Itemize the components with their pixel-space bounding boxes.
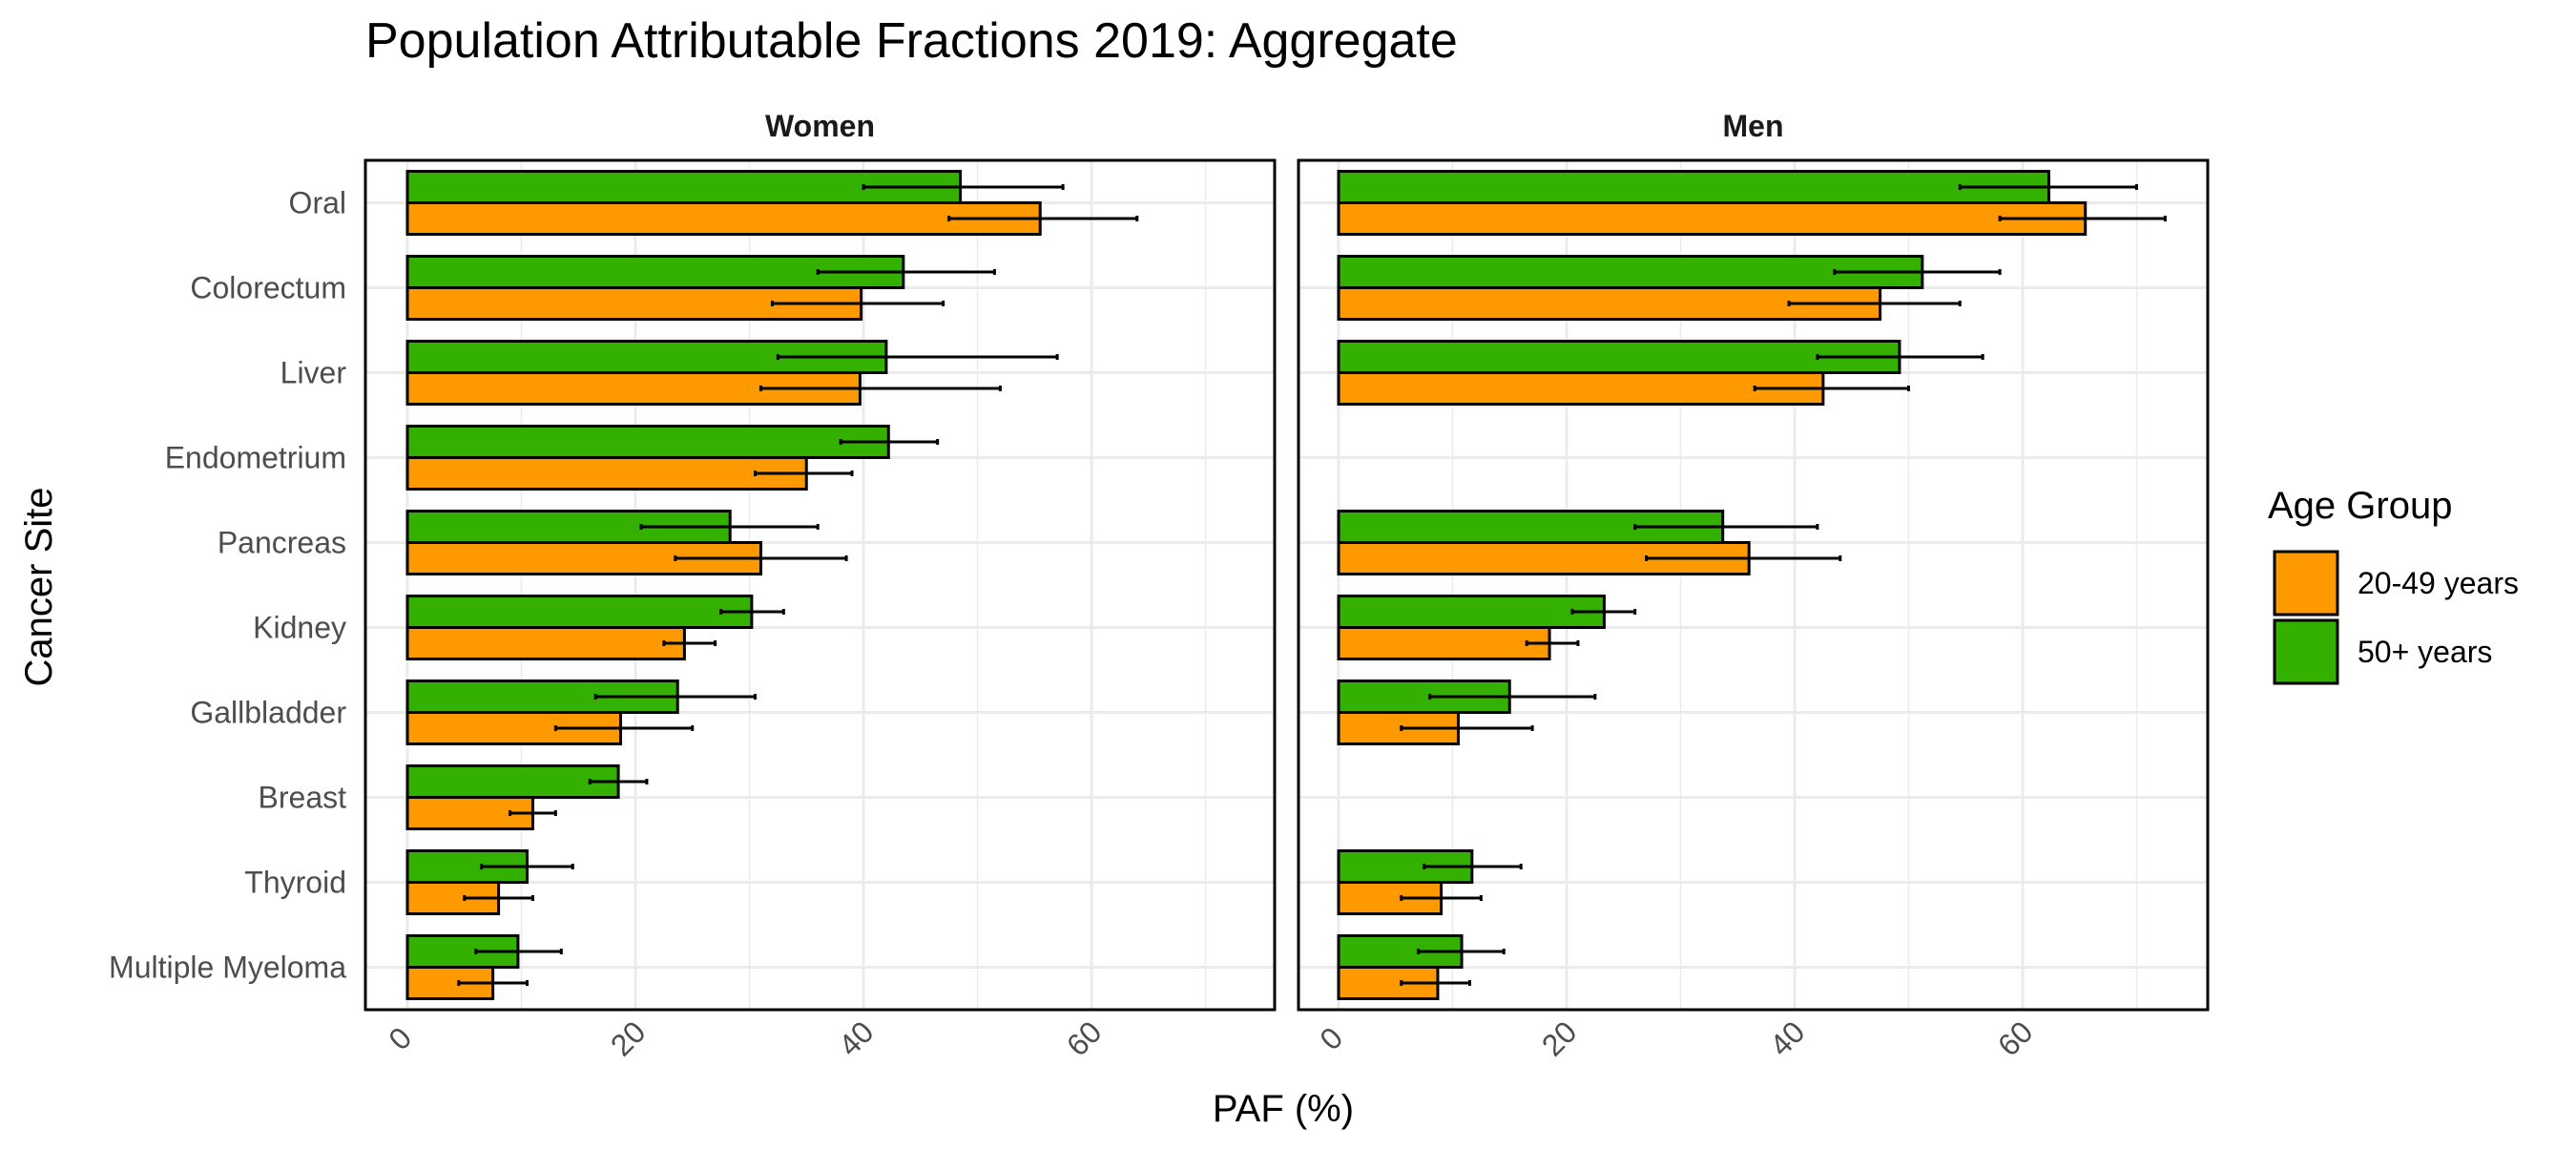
bar-men-kidney-50-years xyxy=(1337,595,1606,629)
legend-label-50-years: 50+ years xyxy=(2358,635,2492,669)
x-tick-label: 20 xyxy=(1535,1014,1584,1063)
bar-women-breast-50-years xyxy=(405,764,620,799)
y-tick-label-liver: Liver xyxy=(280,356,347,390)
bar-men-pancreas-50-years xyxy=(1337,510,1725,544)
bar-men-kidney-20-49-years xyxy=(1337,626,1551,660)
bar-women-endometrium-50-years xyxy=(405,425,890,459)
x-tick-label: 20 xyxy=(604,1014,653,1063)
bar-men-liver-50-years xyxy=(1337,340,1901,374)
panel-border xyxy=(1297,158,2210,1012)
panel-strip-label: Women xyxy=(765,109,875,143)
bar-men-colorectum-50-years xyxy=(1337,255,1924,289)
y-tick-label-endometrium: Endometrium xyxy=(165,441,346,475)
x-tick-label: 0 xyxy=(1313,1020,1349,1056)
x-tick-label: 60 xyxy=(1060,1014,1109,1063)
y-tick-label-pancreas: Pancreas xyxy=(218,526,346,560)
legend-label-20-49-years: 20-49 years xyxy=(2358,566,2519,600)
legend-key-20-49-years xyxy=(2273,550,2339,617)
panel-strip-label: Men xyxy=(1723,109,1784,143)
y-tick-label-multiple-myeloma: Multiple Myeloma xyxy=(109,951,346,985)
panel-women: Women 0 20 40 60 xyxy=(364,109,1277,1063)
legend-key-50-years xyxy=(2273,618,2339,685)
panels: Women 0 20 40 60 Men 0 20 40 60 Oral Colorectum Live… xyxy=(109,109,2210,1063)
bar-women-endometrium-20-49-years xyxy=(405,456,808,491)
bar-men-liver-20-49-years xyxy=(1337,371,1825,406)
y-tick-label-kidney: Kidney xyxy=(253,611,346,645)
bar-men-oral-20-49-years xyxy=(1337,201,2088,236)
legend-title: Age Group xyxy=(2268,485,2452,527)
panel-border xyxy=(364,158,1277,1012)
x-tick-label: 40 xyxy=(832,1014,881,1063)
x-tick-label: 60 xyxy=(1991,1014,2040,1063)
x-axis-title: PAF (%) xyxy=(1213,1088,1354,1130)
y-tick-label-colorectum: Colorectum xyxy=(190,271,346,305)
bar-women-kidney-20-49-years xyxy=(405,626,686,660)
x-tick-label: 0 xyxy=(382,1020,418,1056)
y-tick-label-oral: Oral xyxy=(289,186,346,220)
bar-women-oral-20-49-years xyxy=(405,201,1042,236)
bar-men-oral-50-years xyxy=(1337,170,2050,204)
y-axis-title: Cancer Site xyxy=(18,488,60,687)
y-tick-label-breast: Breast xyxy=(259,781,347,815)
x-tick-label: 40 xyxy=(1763,1014,1812,1063)
bar-women-kidney-50-years xyxy=(405,595,754,629)
legend: Age Group 20-49 years 50+ years xyxy=(2268,485,2519,685)
y-tick-label-thyroid: Thyroid xyxy=(244,866,346,900)
chart-title: Population Attributable Fractions 2019: … xyxy=(365,13,1458,69)
panel-men: Men 0 20 40 60 xyxy=(1297,109,2210,1063)
y-tick-label-gallbladder: Gallbladder xyxy=(190,696,346,730)
